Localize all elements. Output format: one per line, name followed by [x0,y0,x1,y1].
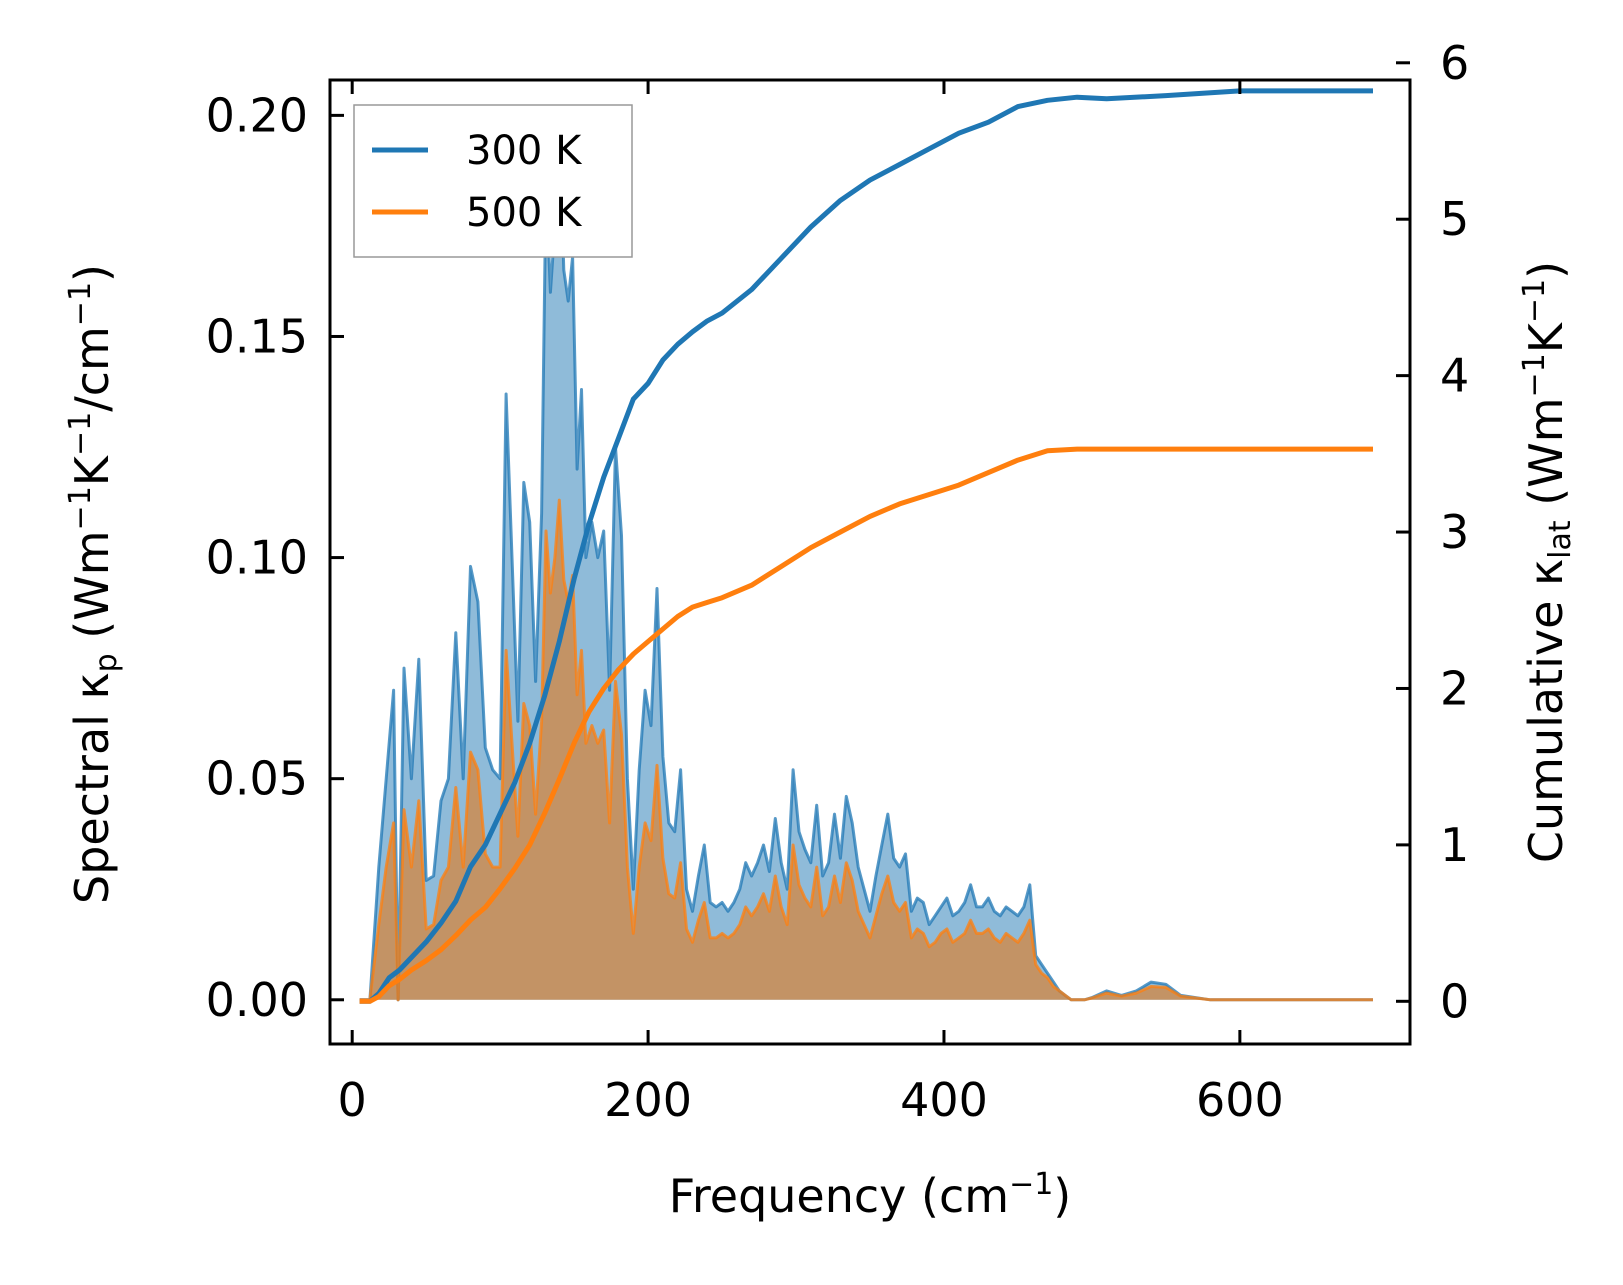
spectral-line-300k [359,122,1373,1002]
y-left-tick-label: 0.15 [206,309,308,363]
x-axis-title: Frequency (cm−1) [669,1167,1072,1223]
y-right-tick-label: 3 [1440,505,1469,559]
x-tick-label: 200 [604,1073,692,1127]
plot-frame [328,78,1412,1046]
legend-label-500k: 500 K [466,190,583,236]
legend-label-300k: 300 K [466,128,583,174]
y-left-tick-label: 0.10 [206,531,308,585]
axis-ticks: 0 200 400 600 0.00 0.05 0.10 0.15 0.20 0 1 2 3 4 5 6 [206,36,1470,1127]
y-right-tick-label: 1 [1440,818,1469,872]
cumulative-line-300k [359,88,1373,1004]
x-tick-label: 400 [900,1073,988,1127]
spectral-fill-500k [359,500,1374,1000]
cumulative-line-500k [359,446,1373,1004]
cumulative-lines [359,88,1373,1004]
x-tick-label: 0 [338,1073,367,1127]
y-right-tick-label: 2 [1440,661,1469,715]
legend: 300 K 500 K [353,104,633,258]
y-right-tick-label: 4 [1440,349,1469,403]
y-left-tick-label: 0.05 [206,752,308,806]
y-right-tick-label: 5 [1440,192,1469,246]
x-tick-label: 600 [1196,1073,1284,1127]
spectral-lines [359,122,1373,1002]
legend-box [353,104,633,258]
y-left-tick-label: 0.00 [206,973,308,1027]
y-axis-left-title: Spectral κp (Wm−1K−1/cm−1) [63,264,124,904]
y-left-tick-label: 0.20 [206,88,308,142]
spectral-fills [359,124,1374,1000]
spectral-line-500k [359,498,1373,1002]
y-right-tick-label: 6 [1440,36,1469,90]
y-axis-right-title: Cumulative κlat (Wm−1K−1) [1517,261,1578,863]
y-right-tick-label: 0 [1440,974,1469,1028]
